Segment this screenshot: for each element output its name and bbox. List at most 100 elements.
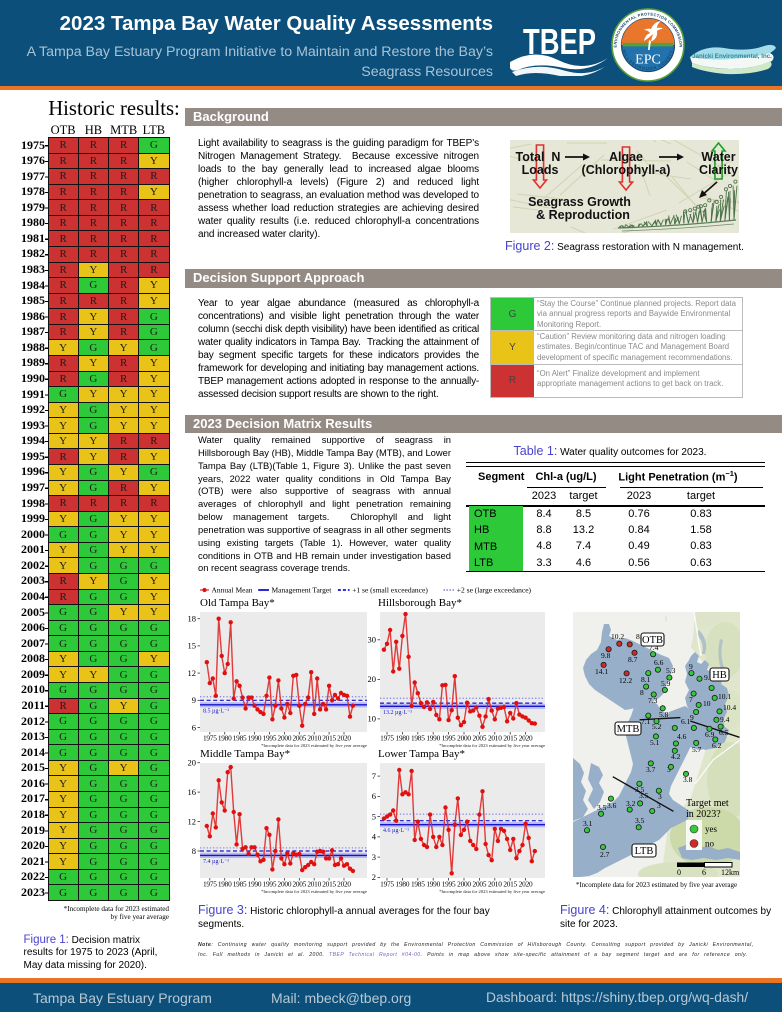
- svg-text:8.5 µg·L⁻¹: 8.5 µg·L⁻¹: [203, 708, 229, 714]
- svg-text:Janicki Environmental, Inc.: Janicki Environmental, Inc.: [692, 53, 772, 60]
- svg-text:MTB: MTB: [617, 724, 640, 735]
- svg-text:1980: 1980: [218, 734, 232, 743]
- svg-text:1975: 1975: [203, 734, 217, 743]
- svg-text:2015: 2015: [322, 734, 336, 743]
- svg-text:15: 15: [188, 641, 197, 651]
- svg-text:12: 12: [188, 816, 197, 826]
- svg-text:16: 16: [188, 787, 197, 797]
- svg-text:+2 se (large exceedance): +2 se (large exceedance): [457, 585, 532, 594]
- svg-text:7.4: 7.4: [649, 643, 659, 652]
- svg-text:1990: 1990: [426, 880, 440, 889]
- svg-text:1995: 1995: [263, 734, 277, 743]
- svg-text:3.5: 3.5: [635, 785, 645, 794]
- svg-text:7.1: 7.1: [641, 717, 651, 726]
- svg-text:Algae: Algae: [609, 150, 643, 164]
- svg-text:8.1: 8.1: [641, 675, 651, 684]
- svg-text:6.9: 6.9: [705, 730, 715, 739]
- svg-text:2: 2: [372, 872, 376, 882]
- svg-text:2000: 2000: [278, 734, 292, 743]
- svg-text:5.2: 5.2: [652, 722, 662, 731]
- svg-text:3.7: 3.7: [646, 765, 656, 774]
- svg-text:*Incomplete data for 2023 esti: *Incomplete data for 2023 estimated by f…: [261, 743, 367, 748]
- svg-text:3: 3: [372, 852, 376, 862]
- svg-text:3.5: 3.5: [597, 803, 607, 812]
- svg-text:1985: 1985: [233, 734, 247, 743]
- svg-text:Loads: Loads: [522, 163, 559, 177]
- svg-text:9.8: 9.8: [601, 651, 611, 660]
- svg-text:7.4 µg·L⁻¹: 7.4 µg·L⁻¹: [203, 859, 229, 865]
- svg-text:2015: 2015: [322, 880, 336, 889]
- svg-text:1975: 1975: [380, 880, 394, 889]
- svg-text:1990: 1990: [248, 734, 262, 743]
- svg-text:10.4: 10.4: [723, 703, 736, 712]
- svg-text:2015: 2015: [503, 880, 517, 889]
- svg-text:1985: 1985: [233, 880, 247, 889]
- svg-text:1980: 1980: [396, 734, 410, 743]
- svg-text:9: 9: [689, 662, 693, 671]
- svg-text:1995: 1995: [442, 880, 456, 889]
- svg-text:5.3: 5.3: [666, 666, 676, 675]
- svg-text:0: 0: [677, 868, 681, 877]
- svg-text:2010: 2010: [488, 880, 502, 889]
- svg-text:2015: 2015: [503, 734, 517, 743]
- svg-text:2020: 2020: [337, 734, 351, 743]
- svg-text:2020: 2020: [337, 880, 351, 889]
- svg-text:1980: 1980: [218, 880, 232, 889]
- svg-text:9: 9: [690, 713, 694, 722]
- svg-text:Annual Mean: Annual Mean: [212, 585, 253, 594]
- svg-text:5.7: 5.7: [692, 745, 702, 754]
- svg-text:6: 6: [372, 791, 376, 801]
- svg-text:LTB: LTB: [635, 846, 654, 857]
- svg-text:4.6: 4.6: [677, 732, 687, 741]
- svg-text:3.8: 3.8: [683, 775, 693, 784]
- svg-text:10: 10: [703, 699, 711, 708]
- svg-text:9.3: 9.3: [704, 673, 714, 682]
- svg-text:2020: 2020: [519, 880, 533, 889]
- svg-text:3.5: 3.5: [635, 816, 645, 825]
- svg-text:10: 10: [368, 714, 377, 724]
- svg-text:7: 7: [689, 695, 693, 704]
- svg-text:10.2: 10.2: [611, 632, 624, 641]
- svg-text:+1 se (small exceedance): +1 se (small exceedance): [352, 585, 428, 594]
- svg-text:6.6: 6.6: [654, 658, 664, 667]
- svg-text:HB: HB: [712, 670, 727, 681]
- svg-text:1975: 1975: [380, 734, 394, 743]
- svg-text:8: 8: [640, 688, 644, 697]
- svg-text:2000: 2000: [278, 880, 292, 889]
- svg-text:2005: 2005: [473, 734, 487, 743]
- svg-text:Seagrass Growth: Seagrass Growth: [528, 195, 631, 209]
- svg-text:4: 4: [372, 832, 377, 842]
- svg-text:1990: 1990: [426, 734, 440, 743]
- svg-text:13.2 µg·L⁻¹: 13.2 µg·L⁻¹: [383, 710, 412, 716]
- svg-text:Water: Water: [701, 150, 735, 164]
- svg-text:6.2: 6.2: [712, 741, 722, 750]
- svg-text:7: 7: [372, 771, 376, 781]
- svg-text:3.2: 3.2: [626, 799, 636, 808]
- svg-text:1995: 1995: [263, 880, 277, 889]
- svg-text:3.6: 3.6: [607, 801, 617, 810]
- svg-text:5.1: 5.1: [650, 738, 660, 747]
- svg-text:EPC: EPC: [635, 53, 661, 68]
- svg-text:10.1: 10.1: [718, 692, 731, 701]
- svg-text:4.6 µg·L⁻¹: 4.6 µg·L⁻¹: [383, 828, 409, 834]
- svg-text:2010: 2010: [307, 880, 321, 889]
- svg-text:8.7: 8.7: [628, 655, 638, 664]
- svg-text:1975: 1975: [203, 880, 217, 889]
- svg-text:12km: 12km: [721, 868, 740, 877]
- svg-text:2.7: 2.7: [600, 850, 610, 859]
- svg-text:6: 6: [702, 868, 706, 877]
- svg-text:18: 18: [188, 614, 197, 624]
- svg-text:9.4: 9.4: [720, 715, 730, 724]
- svg-text:2020: 2020: [519, 734, 533, 743]
- svg-text:1990: 1990: [248, 880, 262, 889]
- svg-text:6: 6: [192, 722, 196, 732]
- svg-text:4.2: 4.2: [671, 752, 681, 761]
- svg-text:6.5: 6.5: [719, 728, 729, 737]
- svg-text:6.1: 6.1: [681, 717, 691, 726]
- svg-text:*Incomplete data for 2023 esti: *Incomplete data for 2023 estimated by f…: [261, 889, 367, 894]
- svg-text:in 2023?: in 2023?: [686, 809, 721, 820]
- svg-text:2010: 2010: [307, 734, 321, 743]
- svg-text:Target met: Target met: [686, 798, 729, 809]
- svg-text:1995: 1995: [442, 734, 456, 743]
- svg-text:2010: 2010: [488, 734, 502, 743]
